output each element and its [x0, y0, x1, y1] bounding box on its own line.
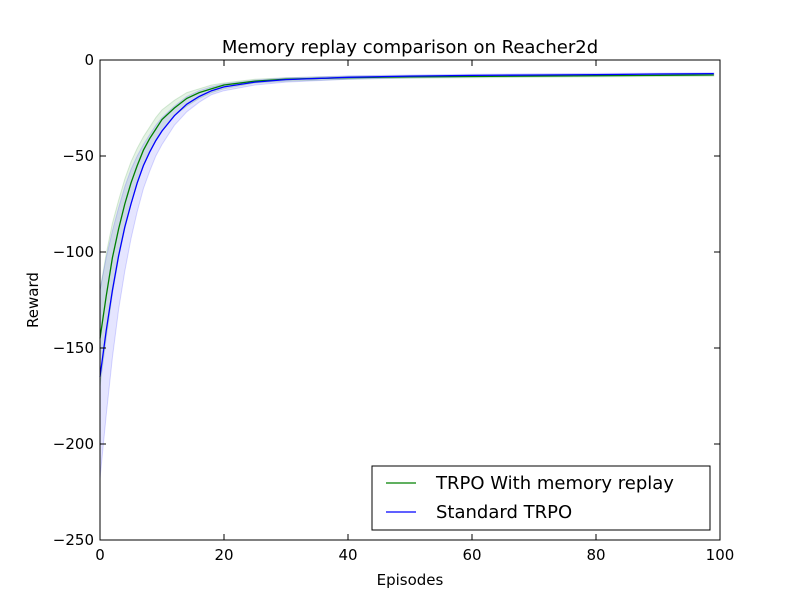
- plot-frame: [99, 59, 721, 541]
- y-axis-label: Reward: [24, 272, 42, 328]
- legend-label-1: Standard TRPO: [436, 502, 572, 523]
- y-tick-label: −200: [53, 435, 94, 453]
- x-axis-label: Episodes: [377, 571, 444, 589]
- series-line-0: [99, 74, 714, 339]
- x-tick-label: 0: [95, 546, 105, 564]
- y-tick-label: −100: [53, 243, 94, 261]
- legend-label-0: TRPO With memory replay: [435, 473, 674, 494]
- x-tick-label: 80: [586, 546, 605, 564]
- series-band-0: [99, 73, 715, 387]
- legend: TRPO With memory replay Standard TRPO: [371, 465, 711, 531]
- y-axis: 0 −50 −100 −150 −200 −250: [53, 51, 720, 549]
- y-tick-label: 0: [84, 51, 94, 69]
- chart-title: Memory replay comparison on Reacher2d: [222, 37, 598, 58]
- x-axis: 0 20 40 60 80 100: [95, 60, 734, 564]
- x-tick-label: 60: [462, 546, 481, 564]
- x-tick-label: 40: [338, 546, 357, 564]
- y-tick-label: −50: [62, 147, 94, 165]
- plot-area: [99, 72, 715, 479]
- legend-box: [371, 465, 711, 531]
- x-tick-label: 20: [214, 546, 233, 564]
- y-tick-label: −250: [53, 531, 94, 549]
- y-tick-label: −150: [53, 339, 94, 357]
- x-tick-label: 100: [706, 546, 735, 564]
- series-line-1: [99, 72, 714, 377]
- series-band-1: [99, 72, 715, 479]
